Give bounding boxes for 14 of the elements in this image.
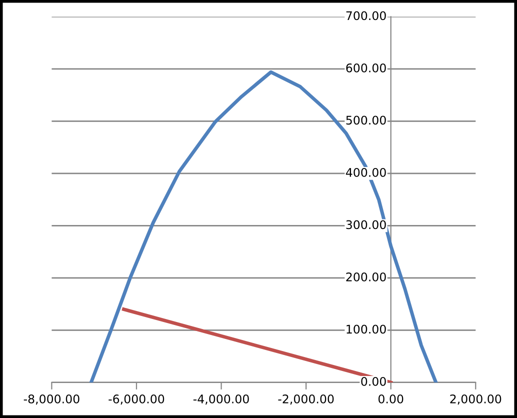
y-tick-label: 700.00: [346, 11, 386, 20]
y-tick-label: 0.00: [361, 376, 386, 386]
y-tick-label: 100.00: [346, 324, 386, 334]
x-tick-label: 0.00: [378, 394, 404, 404]
y-tick-label: 400.00: [346, 168, 386, 177]
x-tick-label: -8,000.00: [24, 394, 80, 405]
y-tick-label: 500.00: [346, 116, 386, 125]
x-tick-label: -2,000.00: [278, 394, 334, 405]
y-tick-label: 600.00: [346, 63, 386, 72]
x-tick-label: -4,000.00: [193, 394, 249, 405]
x-tick-label: -6,000.00: [108, 394, 164, 405]
y-tick-label: 300.00: [346, 220, 386, 230]
x-tick-label: 2,000.00: [450, 394, 502, 405]
y-tick-label: 200.00: [346, 272, 386, 282]
